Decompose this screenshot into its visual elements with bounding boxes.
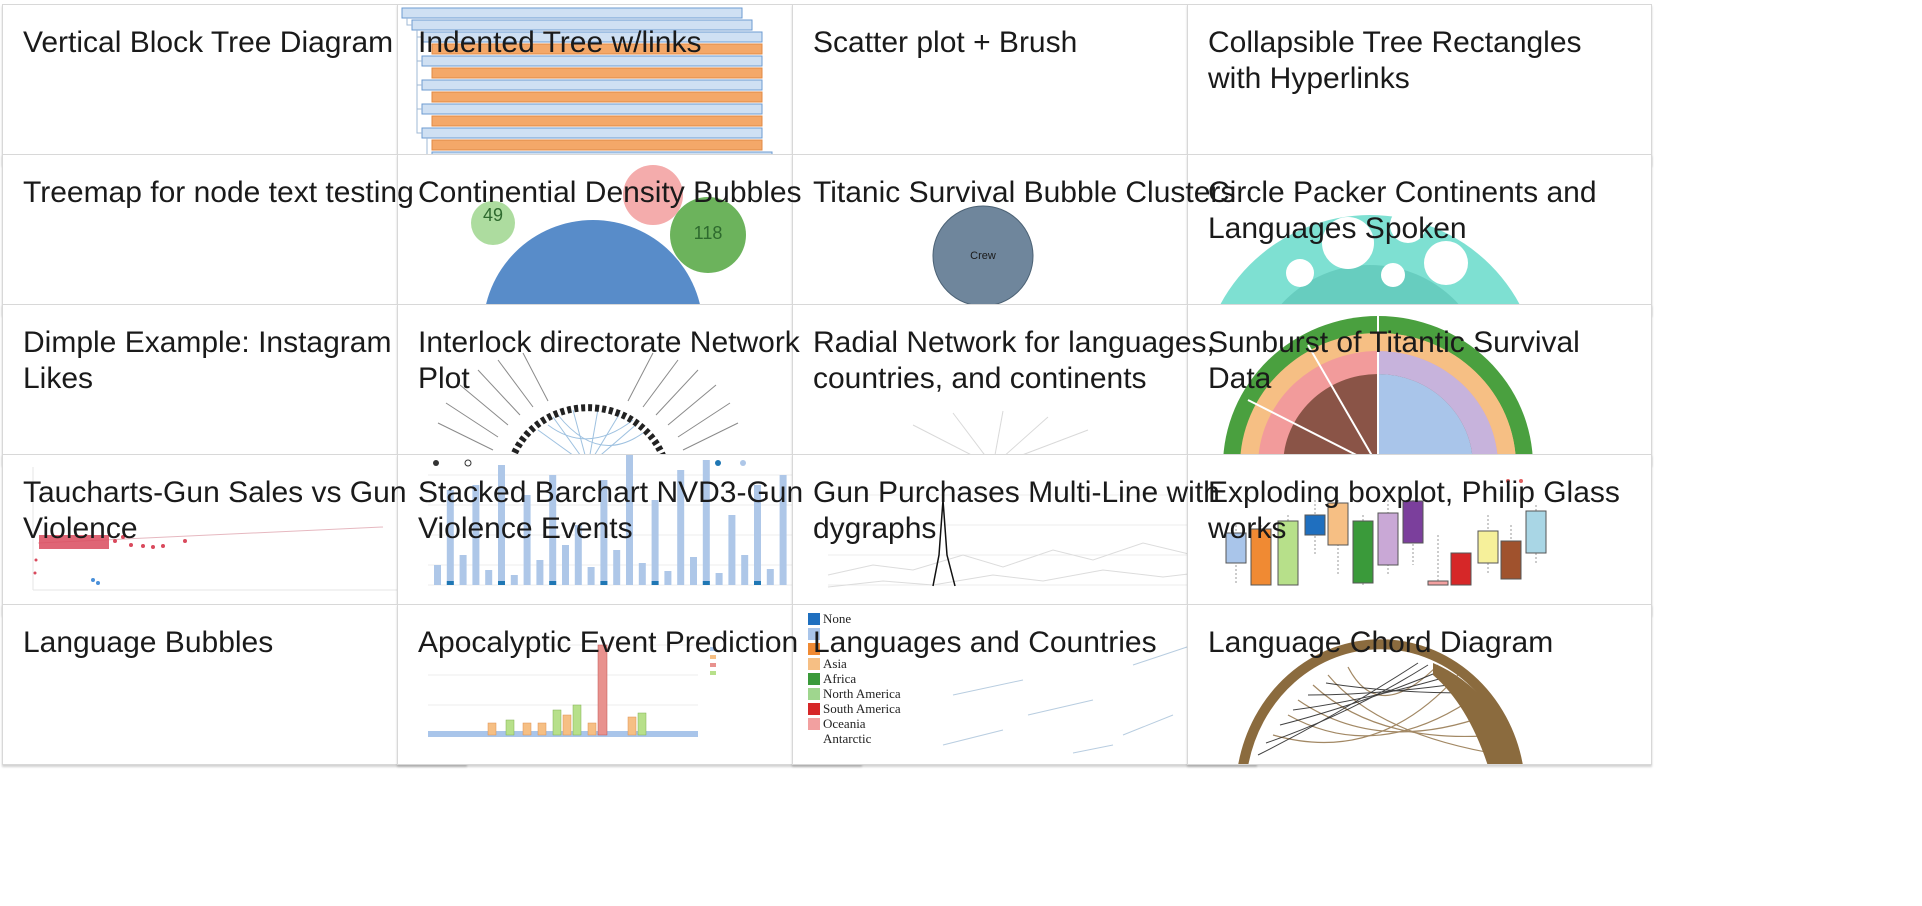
bubble-label: 118 bbox=[694, 223, 723, 243]
thumbnail-bar-segment bbox=[446, 581, 454, 585]
thumbnail-bar bbox=[472, 485, 480, 585]
card-title: Language Chord Diagram bbox=[1208, 626, 1554, 659]
card-exploding-boxplot[interactable]: Exploding boxplot, Philip Glass works bbox=[1187, 454, 1652, 615]
chord-diagram-thumbnail bbox=[1238, 639, 1523, 764]
legend-item: Antarctic bbox=[823, 731, 872, 746]
boxplot-thumbnail bbox=[1225, 479, 1547, 586]
thumbnail-bar bbox=[779, 475, 787, 585]
card-circle-packer[interactable]: Circle Packer Continents and Languages S… bbox=[1187, 154, 1652, 315]
thumbnail-bar bbox=[536, 560, 544, 585]
legend-item: None bbox=[823, 611, 851, 626]
thumbnail-bar bbox=[459, 555, 467, 585]
card-title: Taucharts-Gun Sales vs Gun Violence bbox=[23, 476, 407, 545]
card-title: Apocalyptic Event Prediction bbox=[418, 626, 799, 659]
indented-tree-thumbnail bbox=[401, 7, 773, 163]
card-sunburst-titanic[interactable]: Sunburst of Titantic Survival Data bbox=[1187, 304, 1652, 465]
thumbnail-bar bbox=[702, 460, 710, 585]
card-title: Sunburst of Titantic Survival Data bbox=[1208, 326, 1580, 395]
thumbnail-bar bbox=[677, 470, 685, 585]
thumbnail-bar-segment bbox=[702, 581, 710, 585]
thumbnail-bar bbox=[638, 563, 646, 585]
card-title: Stacked Barchart NVD3-Gun Violence Event… bbox=[418, 476, 804, 545]
card-title: Titanic Survival Bubble Clusters bbox=[813, 176, 1236, 209]
legend: None Asia Africa North America South Ame… bbox=[808, 611, 901, 746]
thumbnail-bar bbox=[690, 557, 697, 585]
card-title: Continential Density Bubbles bbox=[418, 176, 802, 209]
sunburst-thumbnail bbox=[1223, 315, 1533, 464]
thumbnail-bar bbox=[434, 565, 441, 585]
thumbnail-bar bbox=[446, 490, 454, 585]
card-stacked-barchart-nvd3[interactable]: Stacked Barchart NVD3-Gun Violence Event… bbox=[397, 454, 862, 615]
card-title: Gun Purchases Multi-Line with dygraphs bbox=[813, 476, 1220, 545]
card-language-bubbles[interactable]: Language Bubbles bbox=[2, 604, 467, 765]
thumbnail-bar bbox=[498, 465, 505, 585]
thumbnail-bar bbox=[485, 570, 493, 585]
card-languages-countries[interactable]: None Asia Africa North America South Ame… bbox=[792, 604, 1257, 765]
thumbnail-bar-segment bbox=[498, 581, 505, 585]
legend-item: Oceania bbox=[823, 716, 866, 731]
bubble-label: 49 bbox=[483, 205, 503, 225]
thumbnail-bar bbox=[766, 569, 774, 585]
thumbnail-bar bbox=[651, 500, 659, 585]
apocalyptic-thumbnail bbox=[428, 644, 716, 737]
card-title: Indented Tree w/links bbox=[418, 26, 702, 59]
card-scatter-brush[interactable]: Scatter plot + Brush bbox=[792, 4, 1257, 165]
card-title: Language Bubbles bbox=[23, 626, 274, 659]
card-continential-density-bubbles[interactable]: 49 118 Continential Density Bubbles bbox=[397, 154, 862, 315]
stacked-barchart-thumbnail bbox=[428, 455, 858, 586]
thumbnail-bar bbox=[562, 545, 569, 585]
thumbnail-bar-segment bbox=[600, 581, 608, 585]
thumbnail-bar-segment bbox=[651, 581, 659, 585]
card-title: Treemap for node text testing bbox=[23, 176, 414, 209]
thumbnail-bar bbox=[587, 567, 595, 585]
languages-countries-thumbnail: None Asia Africa North America South Ame… bbox=[808, 611, 1194, 754]
density-bubbles-thumbnail: 49 118 bbox=[471, 165, 746, 314]
thumbnail-bar bbox=[664, 571, 672, 585]
thumbnail-bar bbox=[549, 475, 557, 585]
card-title: Interlock directorate Network Plot bbox=[418, 326, 800, 395]
thumbnail-bar bbox=[510, 575, 518, 585]
thumbnail-bar-segment bbox=[549, 581, 557, 585]
legend-item: Asia bbox=[823, 656, 847, 671]
thumbnail-bar bbox=[741, 555, 749, 585]
card-interlock-network[interactable]: Interlock directorate Network Plot bbox=[397, 304, 862, 465]
thumbnail-bar bbox=[626, 455, 633, 585]
bubble-label: Crew bbox=[970, 250, 996, 262]
legend-item: North America bbox=[823, 686, 901, 701]
dygraphs-thumbnail bbox=[827, 494, 1253, 588]
card-titanic-bubble-clusters[interactable]: Crew Titanic Survival Bubble Clusters bbox=[792, 154, 1257, 315]
card-title: Exploding boxplot, Philip Glass works bbox=[1208, 476, 1620, 545]
thumbnail-bar bbox=[600, 480, 608, 585]
thumbnail-bar bbox=[523, 495, 531, 585]
taucharts-thumbnail bbox=[32, 467, 458, 591]
card-title: Collapsible Tree Rectangles with Hyperli… bbox=[1208, 26, 1582, 95]
thumbnail-bar bbox=[613, 550, 621, 585]
thumbnail-bar bbox=[754, 485, 761, 585]
card-language-chord[interactable]: Language Chord Diagram bbox=[1187, 604, 1652, 765]
card-title: Scatter plot + Brush bbox=[813, 26, 1078, 59]
legend-item: South America bbox=[823, 701, 901, 716]
card-vertical-block-tree[interactable]: Vertical Block Tree Diagram bbox=[2, 4, 467, 165]
card-apocalyptic-event-prediction[interactable]: Apocalyptic Event Prediction bbox=[397, 604, 862, 765]
card-title: Radial Network for languages, countries,… bbox=[813, 326, 1215, 395]
card-title: Languages and Countries bbox=[813, 626, 1157, 659]
card-gun-purchases-dygraphs[interactable]: Gun Purchases Multi-Line with dygraphs bbox=[792, 454, 1257, 615]
card-title: Circle Packer Continents and Languages S… bbox=[1208, 176, 1597, 245]
circle-packer-thumbnail bbox=[1215, 207, 1525, 314]
card-treemap-node-text[interactable]: Treemap for node text testing bbox=[2, 154, 467, 315]
card-collapsible-tree-rectangles[interactable]: Collapsible Tree Rectangles with Hyperli… bbox=[1187, 4, 1652, 165]
thumbnail-bar bbox=[574, 525, 582, 585]
thumbnail-bar bbox=[715, 573, 723, 585]
thumbnail-bar bbox=[728, 515, 736, 585]
thumbnail-bar-segment bbox=[754, 581, 761, 585]
card-title: Vertical Block Tree Diagram bbox=[23, 26, 394, 59]
card-title: Dimple Example: Instagram Likes bbox=[23, 326, 392, 395]
legend-item: Africa bbox=[823, 671, 856, 686]
